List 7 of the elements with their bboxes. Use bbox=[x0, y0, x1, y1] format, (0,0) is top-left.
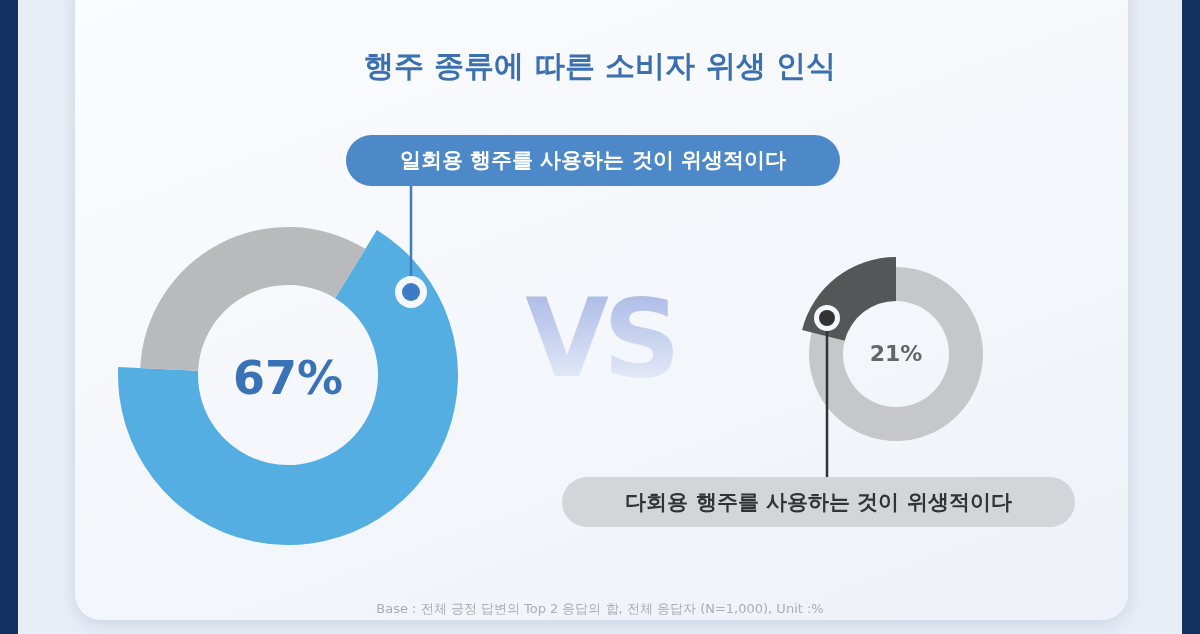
text: VS bbox=[525, 276, 675, 401]
data-label: 67% bbox=[232, 351, 344, 405]
slice-label: 다회용 행주를 사용하는 것이 위생적이다 bbox=[625, 490, 1012, 514]
slice-label: 일회용 행주를 사용하는 것이 위생적이다 bbox=[399, 148, 787, 172]
data-label: 21% bbox=[869, 341, 923, 366]
text: Base : 전체 긍정 답변의 Top 2 응답의 합, 전체 응답자 (N=1,000), Unit :% bbox=[376, 601, 824, 616]
chart-title: 행주 종류에 따른 소비자 위생 인식 bbox=[363, 48, 837, 83]
